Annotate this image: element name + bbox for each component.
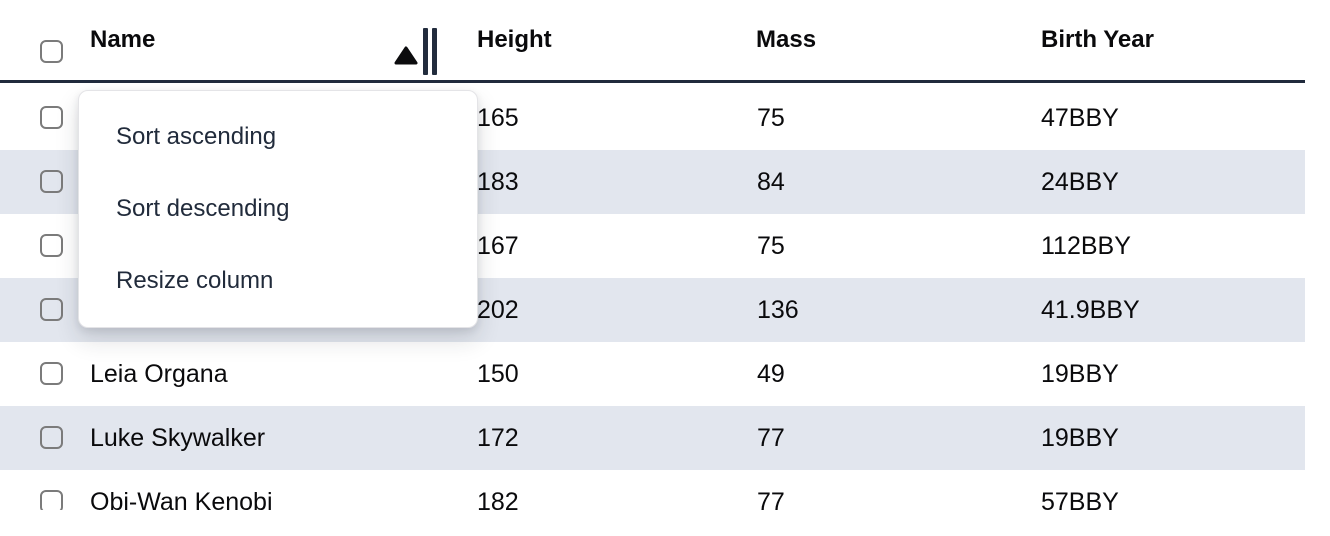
- select-all-checkbox[interactable]: [40, 40, 63, 63]
- table-row[interactable]: Leia Organa 150 49 19BBY: [0, 342, 1305, 406]
- table-header-row: Name Height Mass Birth Year: [0, 0, 1305, 83]
- column-header-height[interactable]: Height: [477, 26, 552, 53]
- table-row[interactable]: Luke Skywalker 172 77 19BBY: [0, 406, 1305, 470]
- cell-birth-year: 24BBY: [1041, 168, 1119, 196]
- cell-height: 183: [477, 168, 519, 196]
- column-header-name[interactable]: Name: [90, 26, 156, 53]
- column-header-birth-year[interactable]: Birth Year: [1041, 26, 1154, 53]
- cell-birth-year: 112BBY: [1041, 232, 1131, 260]
- cell-mass: 75: [757, 104, 785, 132]
- cell-birth-year: 47BBY: [1041, 104, 1119, 132]
- column-context-menu: Sort ascending Sort descending Resize co…: [78, 90, 478, 328]
- cell-mass: 75: [757, 232, 785, 260]
- cell-mass: 84: [757, 168, 785, 196]
- row-checkbox[interactable]: [40, 490, 63, 510]
- cell-height: 165: [477, 104, 519, 132]
- row-checkbox[interactable]: [40, 106, 63, 129]
- resize-bar-left: [423, 28, 428, 75]
- row-checkbox[interactable]: [40, 234, 63, 257]
- row-checkbox[interactable]: [40, 426, 63, 449]
- cell-mass: 77: [757, 488, 785, 510]
- resize-bar-right: [432, 28, 437, 75]
- cell-name: Leia Organa: [90, 360, 228, 388]
- cell-birth-year: 19BBY: [1041, 424, 1119, 452]
- row-checkbox[interactable]: [40, 170, 63, 193]
- cell-mass: 136: [757, 296, 799, 324]
- cell-height: 182: [477, 488, 519, 510]
- cell-birth-year: 19BBY: [1041, 360, 1119, 388]
- table-row[interactable]: Obi-Wan Kenobi 182 77 57BBY: [0, 470, 1305, 510]
- row-checkbox[interactable]: [40, 298, 63, 321]
- cell-mass: 49: [757, 360, 785, 388]
- sort-ascending-icon: [394, 46, 418, 65]
- menu-item-sort-descending[interactable]: Sort descending: [116, 195, 290, 222]
- menu-item-resize-column[interactable]: Resize column: [116, 267, 274, 294]
- cell-mass: 77: [757, 424, 785, 452]
- cell-birth-year: 41.9BBY: [1041, 296, 1140, 324]
- cell-height: 172: [477, 424, 519, 452]
- cell-height: 167: [477, 232, 519, 260]
- menu-item-sort-ascending[interactable]: Sort ascending: [116, 123, 277, 150]
- cell-height: 150: [477, 360, 519, 388]
- cell-height: 202: [477, 296, 519, 324]
- cell-birth-year: 57BBY: [1041, 488, 1119, 510]
- cell-name: Obi-Wan Kenobi: [90, 488, 273, 510]
- cell-name: Luke Skywalker: [90, 424, 266, 452]
- row-checkbox[interactable]: [40, 362, 63, 385]
- column-resize-handle-icon[interactable]: [423, 28, 437, 75]
- column-header-mass[interactable]: Mass: [756, 26, 817, 53]
